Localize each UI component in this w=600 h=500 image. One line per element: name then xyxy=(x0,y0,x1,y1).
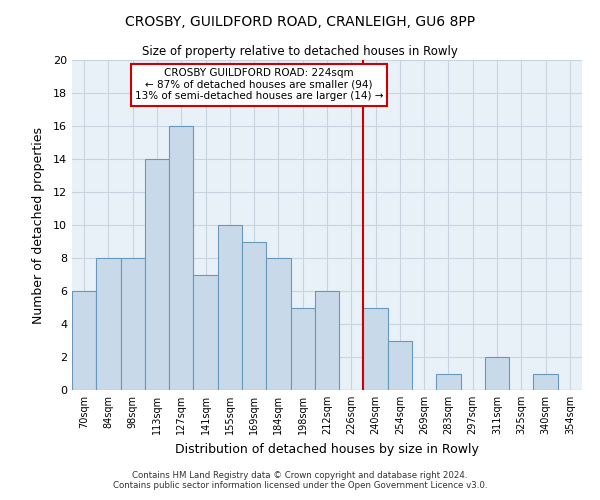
Bar xyxy=(193,274,218,390)
Bar xyxy=(72,291,96,390)
X-axis label: Distribution of detached houses by size in Rowly: Distribution of detached houses by size … xyxy=(175,442,479,456)
Bar xyxy=(169,126,193,390)
Bar xyxy=(533,374,558,390)
Bar xyxy=(436,374,461,390)
Text: Contains HM Land Registry data © Crown copyright and database right 2024.
Contai: Contains HM Land Registry data © Crown c… xyxy=(113,470,487,490)
Text: CROSBY, GUILDFORD ROAD, CRANLEIGH, GU6 8PP: CROSBY, GUILDFORD ROAD, CRANLEIGH, GU6 8… xyxy=(125,15,475,29)
Bar xyxy=(96,258,121,390)
Bar xyxy=(218,225,242,390)
Bar xyxy=(145,159,169,390)
Bar xyxy=(485,357,509,390)
Bar xyxy=(388,340,412,390)
Bar xyxy=(290,308,315,390)
Bar xyxy=(266,258,290,390)
Bar xyxy=(364,308,388,390)
Bar xyxy=(242,242,266,390)
Text: Size of property relative to detached houses in Rowly: Size of property relative to detached ho… xyxy=(142,45,458,58)
Bar xyxy=(121,258,145,390)
Y-axis label: Number of detached properties: Number of detached properties xyxy=(32,126,44,324)
Text: CROSBY GUILDFORD ROAD: 224sqm
← 87% of detached houses are smaller (94)
13% of s: CROSBY GUILDFORD ROAD: 224sqm ← 87% of d… xyxy=(135,68,383,102)
Bar xyxy=(315,291,339,390)
